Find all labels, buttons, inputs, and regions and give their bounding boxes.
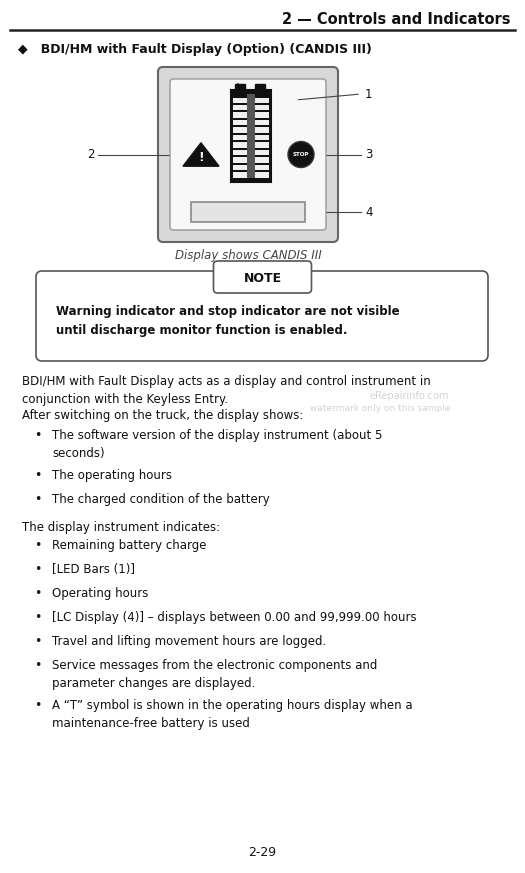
Text: •: • (34, 659, 41, 672)
Text: 4: 4 (365, 205, 373, 218)
Text: Operating hours: Operating hours (52, 587, 149, 600)
Text: NOTE: NOTE (244, 272, 281, 285)
Text: •: • (34, 587, 41, 600)
Text: •: • (34, 539, 41, 552)
Bar (235, 84, 245, 89)
Text: +: + (234, 82, 243, 92)
Text: •: • (34, 699, 41, 712)
Bar (232, 90, 271, 182)
Bar (234, 105, 269, 110)
Text: watermark only on this sample: watermark only on this sample (310, 404, 450, 413)
Bar (255, 84, 266, 89)
Text: •: • (34, 493, 41, 506)
FancyBboxPatch shape (170, 79, 326, 230)
Text: Travel and lifting movement hours are logged.: Travel and lifting movement hours are lo… (52, 635, 326, 648)
Bar (234, 113, 269, 118)
Bar (234, 157, 269, 162)
Text: [LED Bars (1)]: [LED Bars (1)] (52, 563, 135, 576)
Circle shape (288, 141, 314, 168)
Text: Display shows CANDIS III: Display shows CANDIS III (175, 249, 321, 262)
Bar (217, 285, 308, 291)
Text: •: • (34, 635, 41, 648)
Text: 2 — Controls and Indicators: 2 — Controls and Indicators (281, 12, 510, 28)
Text: Warning indicator and stop indicator are not visible
until discharge monitor fun: Warning indicator and stop indicator are… (56, 305, 400, 337)
Text: ◆   BDI/HM with Fault Display (Option) (CANDIS III): ◆ BDI/HM with Fault Display (Option) (CA… (18, 44, 372, 57)
Text: 3: 3 (365, 148, 372, 161)
FancyBboxPatch shape (158, 67, 338, 242)
Text: 2-29: 2-29 (248, 847, 276, 860)
Text: 1: 1 (365, 87, 373, 100)
Text: The operating hours: The operating hours (52, 469, 172, 482)
Bar (234, 142, 269, 148)
Text: Service messages from the electronic components and
parameter changes are displa: Service messages from the electronic com… (52, 659, 377, 690)
Text: [LC Display (4)] – displays between 0.00 and 99,999.00 hours: [LC Display (4)] – displays between 0.00… (52, 611, 417, 624)
Text: After switching on the truck, the display shows:: After switching on the truck, the displa… (22, 409, 303, 422)
Text: •: • (34, 611, 41, 624)
Bar (234, 120, 269, 126)
Text: Remaining battery charge: Remaining battery charge (52, 539, 206, 552)
Bar (234, 172, 269, 177)
Text: A “T” symbol is shown in the operating hours display when a
maintenance-free bat: A “T” symbol is shown in the operating h… (52, 699, 413, 730)
Text: 2: 2 (88, 148, 95, 161)
Text: STOP: STOP (293, 152, 309, 157)
Text: The software version of the display instrument (about 5
seconds): The software version of the display inst… (52, 429, 382, 460)
FancyBboxPatch shape (214, 261, 311, 293)
Polygon shape (183, 143, 219, 166)
Bar (234, 134, 269, 141)
Text: The display instrument indicates:: The display instrument indicates: (22, 521, 220, 534)
Text: eRepairinfo.com: eRepairinfo.com (370, 391, 449, 401)
Bar (234, 98, 269, 103)
Bar (234, 149, 269, 155)
FancyBboxPatch shape (36, 271, 488, 361)
Bar (247, 94, 255, 178)
Bar (234, 165, 269, 170)
Text: •: • (34, 429, 41, 442)
Text: •: • (34, 469, 41, 482)
Text: BDI/HM with Fault Display acts as a display and control instrument in
conjunctio: BDI/HM with Fault Display acts as a disp… (22, 375, 430, 406)
Text: •: • (34, 563, 41, 576)
Text: !: ! (198, 151, 204, 164)
Text: The charged condition of the battery: The charged condition of the battery (52, 493, 270, 506)
Bar (191, 202, 305, 222)
Bar (234, 127, 269, 133)
